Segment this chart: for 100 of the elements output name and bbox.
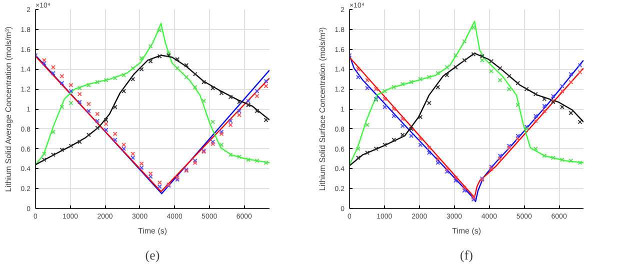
point bbox=[219, 142, 224, 148]
point bbox=[228, 122, 233, 128]
point bbox=[104, 78, 108, 82]
point bbox=[157, 28, 162, 33]
point bbox=[254, 94, 260, 98]
point bbox=[86, 108, 91, 114]
point bbox=[374, 146, 378, 152]
point bbox=[516, 80, 520, 86]
point bbox=[400, 132, 405, 138]
point bbox=[104, 128, 108, 132]
point bbox=[462, 39, 467, 44]
point bbox=[356, 74, 360, 80]
point bbox=[533, 92, 538, 96]
point bbox=[202, 98, 206, 104]
point bbox=[568, 80, 574, 84]
point bbox=[533, 114, 538, 118]
point bbox=[95, 118, 100, 124]
y-axis-title: Lithium Solid Average Concentration (mols/m³) bbox=[4, 26, 13, 192]
point bbox=[578, 120, 582, 124]
point bbox=[498, 66, 502, 70]
point bbox=[228, 152, 233, 158]
line-series bbox=[350, 20, 584, 166]
point bbox=[426, 150, 432, 156]
x-axis-title: Time (s) bbox=[138, 226, 168, 236]
point bbox=[42, 60, 46, 66]
point bbox=[104, 118, 108, 122]
point bbox=[382, 104, 388, 110]
point bbox=[192, 72, 198, 76]
point bbox=[568, 158, 574, 164]
point bbox=[77, 86, 82, 90]
point bbox=[112, 104, 118, 110]
point bbox=[42, 152, 46, 156]
point bbox=[560, 157, 564, 162]
point bbox=[264, 78, 268, 84]
point bbox=[409, 134, 414, 138]
point bbox=[550, 155, 556, 160]
point bbox=[130, 152, 136, 156]
point bbox=[184, 62, 189, 68]
point bbox=[139, 56, 144, 61]
point bbox=[382, 96, 388, 102]
point bbox=[444, 166, 450, 171]
point bbox=[175, 56, 180, 62]
point bbox=[506, 74, 512, 78]
point bbox=[236, 154, 242, 160]
point bbox=[219, 90, 224, 96]
point bbox=[157, 180, 162, 185]
point bbox=[210, 120, 216, 124]
point bbox=[382, 142, 388, 148]
point bbox=[104, 122, 108, 126]
point bbox=[86, 82, 91, 88]
point bbox=[42, 157, 46, 162]
point bbox=[210, 86, 216, 90]
point bbox=[418, 142, 423, 148]
line-series bbox=[36, 54, 270, 166]
point bbox=[471, 52, 476, 57]
line-series bbox=[350, 52, 584, 166]
point bbox=[60, 104, 64, 110]
point bbox=[365, 150, 370, 156]
point bbox=[436, 156, 440, 162]
point bbox=[264, 160, 268, 165]
point bbox=[148, 44, 153, 49]
point bbox=[462, 188, 467, 193]
point bbox=[68, 144, 74, 148]
point bbox=[542, 96, 547, 102]
point bbox=[95, 126, 100, 130]
point bbox=[264, 84, 268, 88]
point bbox=[112, 76, 118, 80]
point bbox=[516, 136, 520, 142]
point bbox=[542, 153, 547, 158]
point bbox=[130, 155, 136, 160]
point bbox=[254, 88, 260, 94]
point bbox=[392, 106, 396, 112]
point bbox=[246, 98, 251, 104]
point bbox=[480, 54, 484, 59]
point bbox=[444, 72, 450, 78]
point bbox=[426, 146, 432, 150]
text: (e) bbox=[145, 248, 160, 262]
point bbox=[453, 64, 458, 70]
point bbox=[560, 84, 564, 88]
point bbox=[426, 74, 432, 80]
point bbox=[400, 82, 405, 86]
point bbox=[498, 78, 502, 82]
point bbox=[122, 88, 126, 94]
point bbox=[462, 58, 467, 63]
point bbox=[77, 140, 82, 144]
point bbox=[95, 112, 100, 116]
point bbox=[365, 122, 370, 128]
point bbox=[60, 148, 64, 152]
point bbox=[356, 146, 360, 152]
point bbox=[130, 76, 136, 82]
point bbox=[254, 158, 260, 164]
point bbox=[202, 80, 206, 84]
point bbox=[175, 66, 180, 70]
point bbox=[453, 175, 458, 180]
point bbox=[392, 114, 396, 118]
point bbox=[50, 70, 56, 76]
point bbox=[533, 118, 538, 124]
point bbox=[498, 156, 502, 162]
point bbox=[560, 104, 564, 110]
point bbox=[453, 178, 458, 183]
